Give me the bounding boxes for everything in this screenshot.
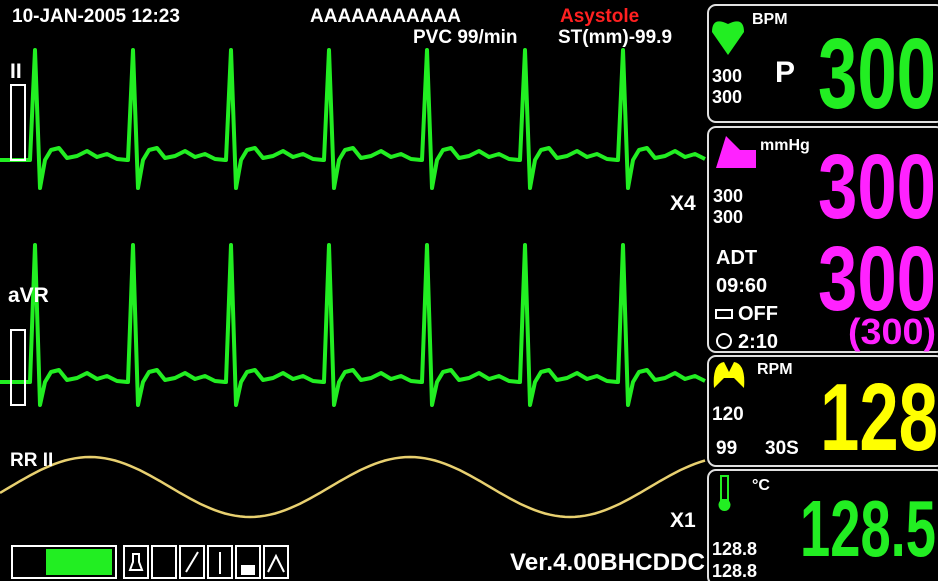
nibp-interval: 2:10 xyxy=(738,331,778,353)
nibp-auto: OFF xyxy=(738,303,778,325)
gain-label: X1 xyxy=(670,509,696,532)
resp-unit: RPM xyxy=(757,361,793,378)
nibp-upper: 300 xyxy=(713,186,743,206)
hr-value: 300 xyxy=(818,18,936,130)
resp-lower: 99 xyxy=(716,438,737,459)
thermo-bulb xyxy=(719,499,731,511)
patient-name: AAAAAAAAAAA xyxy=(310,6,461,27)
hr-upper: 300 xyxy=(712,66,742,86)
monitor-screen: 10-JAN-2005 12:23 AAAAAAAAAAA Asystole P… xyxy=(0,0,938,581)
resp-upper: 120 xyxy=(712,404,744,425)
alarm-text: Asystole xyxy=(560,6,639,27)
lead-label: II xyxy=(10,60,22,83)
battery-level xyxy=(46,549,112,575)
apnea: 30S xyxy=(765,438,799,459)
lead-label: aVR xyxy=(8,284,49,307)
temp-value: 128.5 xyxy=(800,484,936,573)
hr-lower: 300 xyxy=(712,87,742,107)
datetime: 10-JAN-2005 12:23 xyxy=(12,6,180,27)
hr-source: P xyxy=(775,56,795,89)
nibp-mode: ADT xyxy=(716,247,757,269)
version: Ver.4.00BHCDDC xyxy=(510,549,705,576)
temp-unit: °C xyxy=(752,477,770,494)
nibp-sys: 300 xyxy=(818,136,936,238)
temp-upper: 128.8 xyxy=(712,539,757,559)
nibp-mean: (300) xyxy=(848,311,936,352)
nibp-unit: mmHg xyxy=(760,137,810,154)
gain-label: X4 xyxy=(670,192,696,215)
st: ST(mm)-99.9 xyxy=(558,27,672,48)
pvc: PVC 99/min xyxy=(413,27,518,48)
resp-value: 128 xyxy=(820,364,938,471)
nibp-lower: 300 xyxy=(713,207,743,227)
temp-lower: 128.8 xyxy=(712,561,757,581)
background xyxy=(0,0,938,581)
resp-label: RR II xyxy=(10,450,53,471)
nibp-time: 09:60 xyxy=(716,275,767,297)
hr-unit: BPM xyxy=(752,11,788,28)
